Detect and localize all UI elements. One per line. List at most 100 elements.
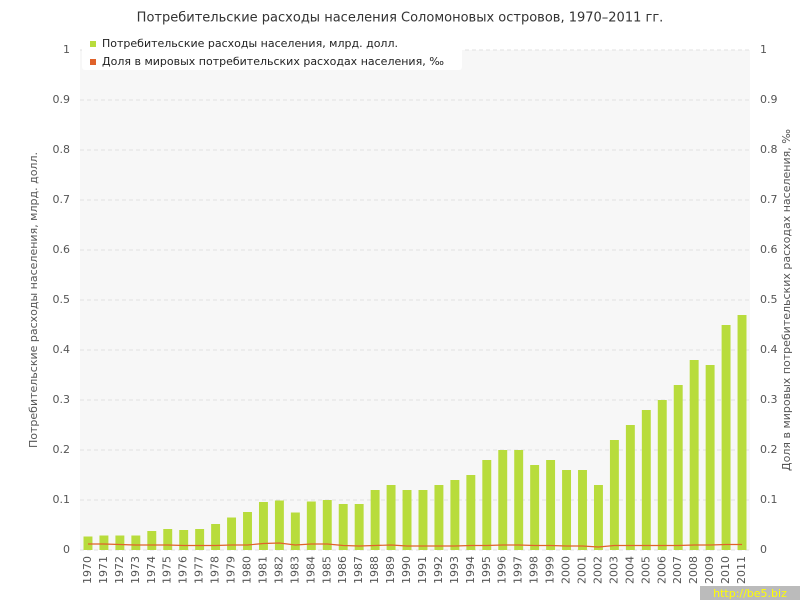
bar <box>354 504 364 550</box>
bar <box>530 465 540 550</box>
x-tick-label: 2001 <box>576 556 589 584</box>
y2-tick-label: 0.8 <box>760 143 778 156</box>
bar <box>466 475 476 550</box>
y2-tick-label: 0.5 <box>760 293 778 306</box>
legend-box <box>82 34 462 70</box>
bar <box>721 325 731 550</box>
bar <box>147 531 157 550</box>
bar <box>578 470 587 550</box>
x-tick-label: 2002 <box>591 556 604 584</box>
bar <box>562 470 572 550</box>
chart-title: Потребительские расходы населения Соломо… <box>137 11 664 26</box>
x-tick-label: 1983 <box>288 556 301 584</box>
y-tick-label: 0.2 <box>53 443 71 456</box>
x-tick-label: 1987 <box>352 556 365 584</box>
y2-tick-label: 0.1 <box>760 493 778 506</box>
y-axis-title: Потребительские расходы населения, млрд.… <box>27 152 40 448</box>
x-tick-label: 1982 <box>272 556 285 584</box>
x-tick-label: 2007 <box>671 556 684 584</box>
bar <box>498 450 508 550</box>
y-tick-label: 0.8 <box>53 143 71 156</box>
bar <box>163 529 173 550</box>
bar <box>689 360 699 550</box>
x-tick-label: 1993 <box>448 556 461 584</box>
watermark[interactable]: http://be5.biz <box>713 587 787 600</box>
y-tick-label: 0.1 <box>53 493 71 506</box>
bar <box>338 504 348 550</box>
bar <box>593 485 603 550</box>
bar <box>195 529 205 550</box>
bar <box>625 425 635 550</box>
y2-tick-label: 0.9 <box>760 93 778 106</box>
legend: Потребительские расходы населения, млрд.… <box>82 34 462 70</box>
legend-swatch <box>90 59 96 65</box>
bar <box>482 460 492 550</box>
x-tick-label: 2010 <box>719 556 732 584</box>
bar <box>737 315 747 550</box>
y2-tick-label: 0.4 <box>760 343 778 356</box>
y-tick-label: 0.6 <box>53 243 71 256</box>
bar <box>705 365 715 550</box>
x-tick-label: 1994 <box>464 556 477 584</box>
bar <box>290 512 300 550</box>
y2-axis-title: Доля в мировых потребительских расходах … <box>780 129 793 471</box>
legend-swatch <box>90 41 96 47</box>
bar <box>657 400 667 550</box>
x-tick-label: 1976 <box>177 556 190 584</box>
x-tick-label: 1997 <box>512 556 525 584</box>
bar <box>402 490 412 550</box>
x-tick-label: 1979 <box>225 556 238 584</box>
x-tick-label: 1981 <box>256 556 269 584</box>
bar <box>211 524 221 550</box>
x-tick-label: 2008 <box>687 556 700 584</box>
legend-label: Потребительские расходы населения, млрд.… <box>102 37 398 50</box>
x-tick-label: 1970 <box>81 556 94 584</box>
x-tick-label: 2003 <box>607 556 620 584</box>
bar <box>641 410 651 550</box>
y2-tick-label: 0.3 <box>760 393 778 406</box>
bar <box>370 490 380 550</box>
y-tick-label: 0 <box>63 543 70 556</box>
bar <box>179 530 189 550</box>
bar <box>322 500 332 550</box>
x-tick-label: 1992 <box>432 556 445 584</box>
x-tick-label: 1996 <box>496 556 509 584</box>
bar <box>418 490 428 550</box>
x-tick-label: 2000 <box>560 556 573 584</box>
x-tick-label: 1972 <box>113 556 126 584</box>
x-tick-label: 1971 <box>97 556 110 584</box>
y2-tick-label: 1 <box>760 43 767 56</box>
bar <box>83 536 93 550</box>
bar <box>609 440 619 550</box>
bar <box>258 502 268 550</box>
x-tick-label: 1974 <box>145 556 158 584</box>
x-tick-label: 1975 <box>161 556 174 584</box>
y2-tick-label: 0.6 <box>760 243 778 256</box>
x-tick-label: 1989 <box>384 556 397 584</box>
y-tick-label: 0.4 <box>53 343 71 356</box>
x-tick-label: 1988 <box>368 556 381 584</box>
x-tick-label: 1973 <box>129 556 142 584</box>
x-tick-label: 1977 <box>193 556 206 584</box>
x-tick-label: 1980 <box>241 556 254 584</box>
bar <box>306 501 316 550</box>
x-tick-label: 1978 <box>209 556 222 584</box>
bar <box>227 517 237 550</box>
line <box>87 542 743 548</box>
x-tick-label: 2011 <box>735 556 748 584</box>
bar <box>243 512 252 550</box>
plot-area <box>80 50 750 550</box>
x-tick-label: 1990 <box>400 556 413 584</box>
x-tick-label: 2009 <box>703 556 716 584</box>
watermark-bg <box>700 586 800 600</box>
y2-tick-label: 0.2 <box>760 443 778 456</box>
x-tick-label: 1986 <box>336 556 349 584</box>
bar <box>546 460 556 550</box>
x-tick-label: 1999 <box>544 556 557 584</box>
bar <box>386 485 396 550</box>
y2-tick-label: 0.7 <box>760 193 778 206</box>
x-tick-label: 1991 <box>416 556 429 584</box>
x-tick-label: 1984 <box>304 556 317 584</box>
y-tick-label: 0.7 <box>53 193 71 206</box>
